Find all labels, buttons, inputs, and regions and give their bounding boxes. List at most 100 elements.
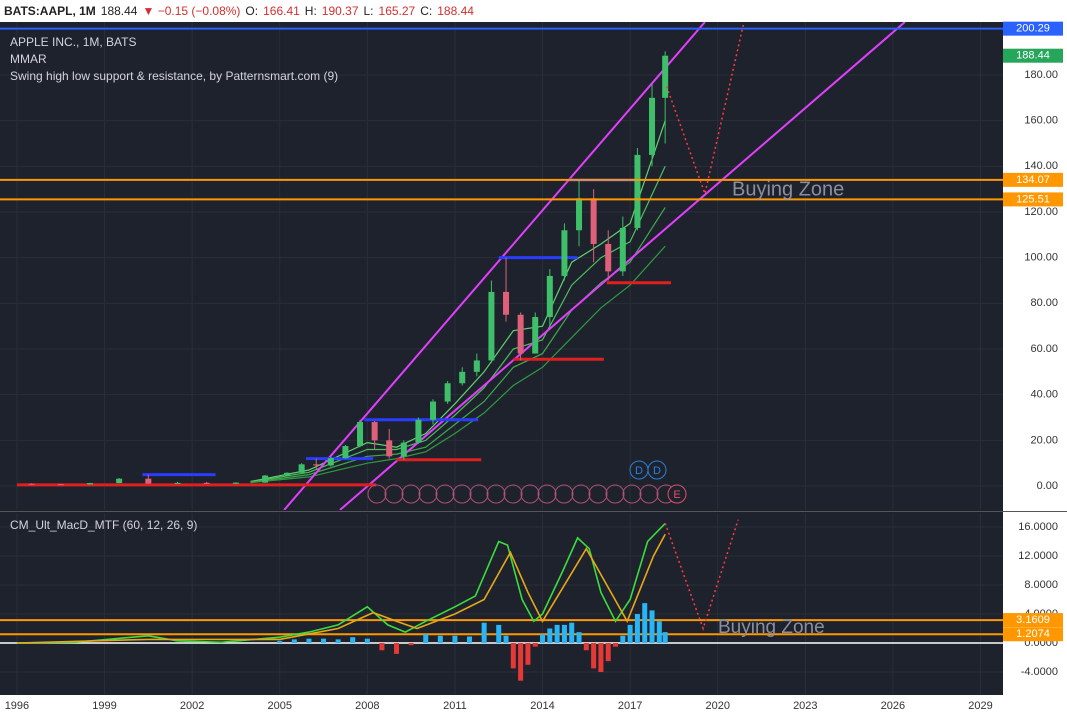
histogram-bar [627,624,633,644]
x-tick-label: 2005 [267,700,291,712]
change: ▼ −0.15 (−0.08%) [142,4,241,18]
x-tick-label: 2026 [881,700,905,712]
histogram-bar [561,624,567,644]
histogram-bar [408,643,414,646]
candle-body [459,371,466,384]
price-label-box [1003,627,1063,642]
candle-body [232,482,239,484]
histogram-bar [662,632,668,644]
histogram-bar [547,628,553,644]
histogram-bar [613,643,619,647]
histogram-bar [518,643,524,681]
histogram-bar [277,640,283,644]
y-tick-label: 180.00 [1024,69,1058,81]
ohlc-value: 166.41 [263,4,300,18]
swing-marker [435,484,455,504]
candle-body [605,243,612,272]
ohlc-label: O: [245,4,259,18]
histogram-bar [467,636,473,644]
price-label-box [1003,48,1063,63]
histogram-bar [605,643,611,662]
candle-body [357,422,364,447]
swing-marker [503,484,523,504]
pane-title: APPLE INC., 1M, BATS [10,35,136,49]
histogram-bar [291,639,297,644]
histogram-bar [481,622,487,644]
histogram-bar [437,635,443,644]
price-axis-background [1003,22,1067,717]
pane-title: CM_Ult_MacD_MTF (60, 12, 26, 9) [10,518,197,532]
marker-label: D [653,465,661,477]
candle-body [503,291,510,315]
candle-body [444,383,451,402]
histogram-bar [576,632,582,644]
candle-body [532,317,539,354]
price-label-box [1003,192,1063,207]
y-tick-label: 8.0000 [1024,579,1058,591]
price-label: 125.51 [1016,193,1050,205]
candle-body [262,475,269,483]
swing-marker [384,484,404,504]
swing-marker [469,484,489,504]
swing-marker [571,484,591,504]
x-tick-label: 2002 [180,700,204,712]
candle-body [649,97,656,155]
price-label: 3.1609 [1016,614,1050,626]
ohlc-value: 188.44 [437,4,474,18]
y-tick-label: 120.00 [1024,206,1058,218]
y-tick-label: 60.00 [1030,343,1058,355]
candle-body [145,478,152,484]
candle-body [313,464,320,466]
y-tick-label: 16.0000 [1018,521,1058,533]
price-label-box [1003,172,1063,187]
swing-marker [452,484,472,504]
histogram-bar [321,638,327,644]
candle-body [28,483,35,485]
candle-body [298,464,305,473]
header: BATS:AAPL, 1M 188.44 ▼ −0.15 (−0.08%) O:… [0,0,1067,22]
x-tick-label: 2008 [355,700,379,712]
histogram-bar [642,603,648,644]
candle-body [561,230,568,276]
x-tick-label: 2020 [705,700,729,712]
candle-body [546,275,553,318]
histogram-bar [540,634,546,644]
x-tick-label: 2029 [968,700,992,712]
histogram-bar [394,643,400,654]
histogram-bar [503,635,509,644]
axes: 0.00 20.00 40.00 60.00 80.00 100.00 120.00 140.… [5,21,1063,712]
y-tick-label: -4.0000 [1021,666,1058,678]
candle-body [400,442,407,457]
ohlc-value: 165.27 [378,4,416,18]
candle-body [57,484,64,486]
plot-background [0,22,1003,695]
candle-body [488,291,495,361]
swing-marker [418,484,438,504]
swing-marker [639,484,659,504]
macd-line [16,522,666,644]
x-tick-label: 2023 [793,700,817,712]
histogram-bar [379,643,385,651]
moving-average [250,120,666,483]
indicator-name: MMAR [10,52,47,66]
histogram-bar [350,637,356,644]
histogram-bar [569,622,575,644]
price-label: 188.44 [1016,50,1050,62]
marker-label: D [635,465,643,477]
candle-body [430,401,437,420]
histogram-bar [598,643,604,673]
ohlc-label: H: [304,4,317,18]
histogram-bar [525,643,531,665]
swing-marker [401,484,421,504]
candle-body [619,227,626,272]
macd-pane [0,513,1003,695]
projection [664,519,739,631]
candle-body [415,419,422,443]
time-axis-background [0,695,1003,717]
price-label-box [1003,613,1063,628]
y-tick-label: 40.00 [1030,389,1058,401]
swing-marker [486,484,506,504]
moving-average [250,207,666,483]
